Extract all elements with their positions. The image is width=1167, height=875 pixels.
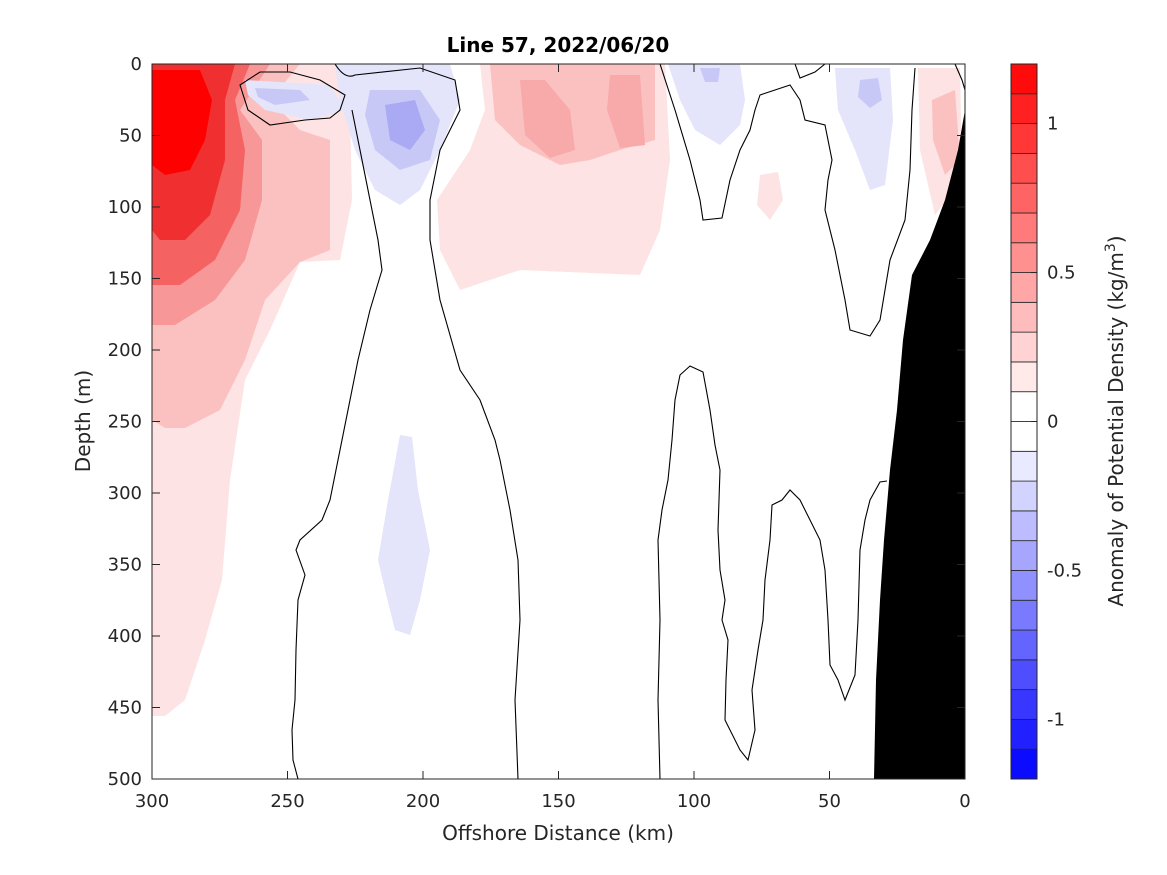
colorbar-band	[1010, 123, 1038, 154]
anomaly-region-negative-near-surface-2	[700, 68, 720, 82]
zero-contour-line-4	[659, 64, 916, 337]
x-tick-label: 0	[959, 791, 970, 812]
colorbar-band	[1010, 480, 1038, 512]
colorbar-band	[1010, 629, 1038, 661]
zero-contour-line-1	[334, 64, 521, 779]
y-tick-label: 500	[108, 769, 142, 790]
colorbar-label-sup: 3	[1103, 243, 1119, 252]
colorbar-tick-label: 0	[1047, 412, 1058, 433]
anomaly-region-negative-coastal-2	[858, 78, 882, 108]
x-tick-label: 300	[135, 791, 169, 812]
anomaly-region-positive-coastal-2	[932, 90, 960, 175]
colorbar-band	[1010, 331, 1038, 363]
zero-contour-line-6	[794, 64, 826, 79]
x-tick-label: 150	[541, 791, 575, 812]
colorbar-band	[1010, 63, 1038, 95]
y-tick-label: 300	[108, 483, 142, 504]
contour-field	[152, 64, 965, 779]
anomaly-region-positive-mid-4	[607, 75, 645, 148]
zero-contour-line-5	[657, 365, 888, 779]
y-tick-label: 350	[108, 555, 142, 576]
colorbar-band	[1010, 182, 1038, 214]
colorbar-band	[1010, 421, 1038, 452]
x-axis-label: Offshore Distance (km)	[442, 821, 674, 845]
colorbar-band	[1010, 510, 1038, 542]
colorbar-ticks: -1 -0.5 0 0.5 1	[1031, 114, 1082, 730]
colorbar-band	[1010, 748, 1038, 780]
y-tick-label: 450	[108, 698, 142, 719]
colorbar-tick-label: 0.5	[1047, 263, 1076, 284]
colorbar-band	[1010, 450, 1038, 482]
y-tick-label: 50	[119, 126, 142, 147]
y-tick-label: 250	[108, 412, 142, 433]
colorbar-band	[1010, 152, 1038, 184]
colorbar-band	[1010, 599, 1038, 631]
anomaly-region-positive-small	[757, 172, 783, 220]
colorbar-label: Anomaly of Potential Density (kg/m3)	[1103, 235, 1128, 606]
x-axis: 300 250 200 150 100 50 0	[135, 64, 971, 812]
colorbar-band	[1010, 689, 1038, 720]
colorbar-label-main: Anomaly of Potential Density (kg/m	[1104, 252, 1128, 606]
colorbar-band	[1010, 719, 1038, 750]
anomaly-region-negative-deep	[378, 435, 430, 635]
y-tick-label: 0	[131, 54, 142, 75]
colorbar-band	[1010, 272, 1038, 303]
y-tick-label: 150	[108, 269, 142, 290]
colorbar-tick-label: 1	[1047, 114, 1058, 135]
anomaly-region-negative-upper-2	[255, 88, 310, 105]
anomaly-region-positive-mid-3	[520, 80, 575, 158]
y-tick-label: 100	[108, 197, 142, 218]
y-tick-label: 400	[108, 626, 142, 647]
colorbar-band	[1010, 540, 1038, 571]
zero-contours	[239, 64, 965, 779]
colorbar-band	[1010, 391, 1038, 422]
colorbar-band	[1010, 361, 1038, 393]
colorbar-band	[1010, 93, 1038, 124]
x-tick-label: 50	[818, 791, 841, 812]
colorbar-band	[1010, 301, 1038, 333]
colorbar-band	[1010, 212, 1038, 244]
anomaly-region-negative-near-surface	[668, 64, 745, 145]
colorbar-tick-label: -1	[1047, 709, 1065, 730]
y-axis-label: Depth (m)	[71, 370, 95, 472]
colorbar-band	[1010, 659, 1038, 691]
colorbar-band	[1010, 242, 1038, 273]
chart-title: Line 57, 2022/06/20	[447, 33, 670, 57]
x-tick-label: 100	[677, 791, 711, 812]
x-tick-label: 200	[406, 791, 440, 812]
zero-contour-line-3	[239, 71, 346, 126]
anomaly-region-negative-subsurface-3	[385, 100, 425, 150]
anomaly-region-positive-offshore-6	[152, 70, 212, 175]
y-axis: 0 50 100 150 200 250 300 350 400 450 500	[108, 54, 965, 790]
colorbar-label-end: )	[1104, 235, 1128, 243]
x-tick-label: 250	[270, 791, 304, 812]
y-tick-label: 200	[108, 340, 142, 361]
bathymetry-mask	[874, 110, 965, 779]
colorbar-band	[1010, 570, 1038, 601]
colorbar-tick-label: -0.5	[1047, 560, 1082, 581]
zero-contour-line-2	[291, 109, 383, 779]
zero-contour-line-7	[954, 64, 965, 91]
